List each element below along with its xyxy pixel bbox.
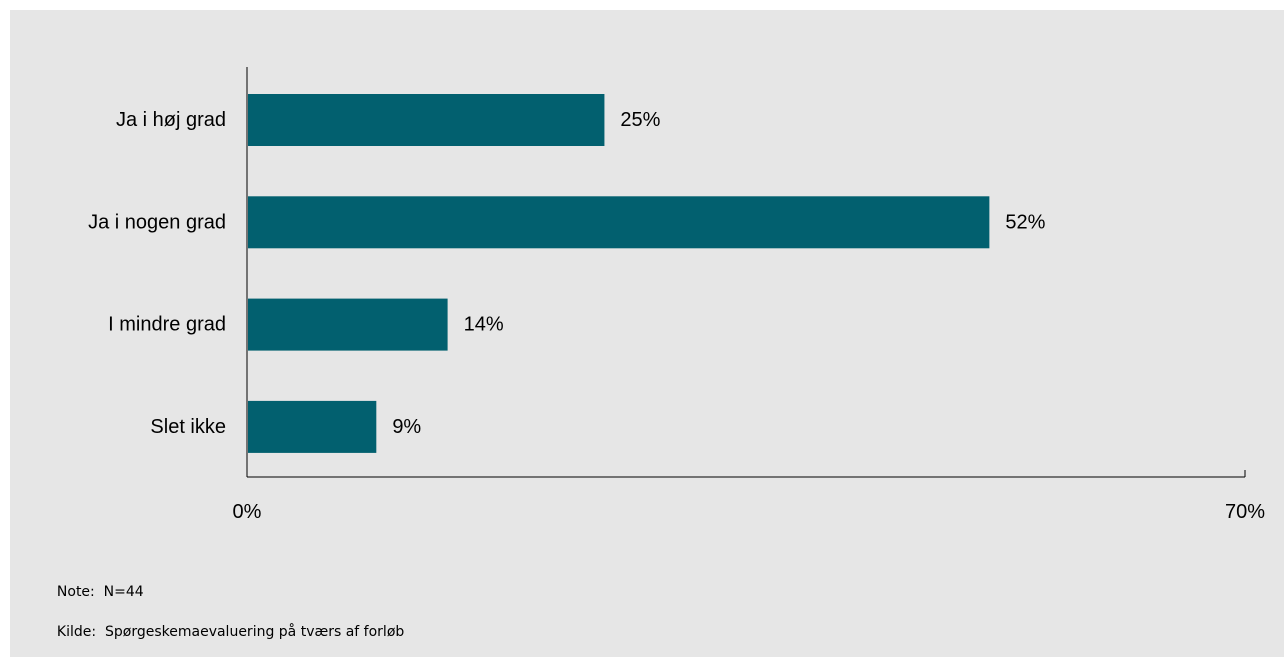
- bar-ja-i-nogen-grad: [248, 196, 990, 249]
- data-label: 25%: [620, 109, 660, 131]
- category-label: I mindre grad: [108, 314, 226, 336]
- source-key: Kilde:: [56, 624, 97, 640]
- category-label: Ja i høj grad: [116, 109, 226, 131]
- note-value: N=44: [103, 584, 144, 600]
- bar-i-mindre-grad: [248, 298, 448, 351]
- data-label: 9%: [392, 416, 421, 438]
- category-label: Slet ikke: [150, 416, 226, 438]
- data-label: 52%: [1005, 211, 1045, 233]
- note-line: Note: N=44: [48, 568, 144, 600]
- note-key: Note:: [56, 584, 95, 600]
- bar-ja-i-h-j-grad: [248, 94, 605, 146]
- data-label: 14%: [464, 314, 504, 336]
- bars-layer: [248, 94, 990, 453]
- x-tick-label: 0%: [233, 501, 262, 523]
- bar-slet-ikke: [248, 400, 377, 453]
- chart-panel: [10, 10, 1284, 657]
- category-label: Ja i nogen grad: [88, 211, 226, 233]
- x-tick-label: 70%: [1225, 501, 1265, 523]
- source-value: Spørgeskemaevaluering på tværs af forløb: [105, 624, 405, 640]
- labels-layer: Ja i høj grad 25% Ja i nogen grad 52% I mind…: [88, 109, 1046, 438]
- source-line: Kilde: Spørgeskemaevaluering på tværs af…: [48, 608, 404, 640]
- axis-layer: 0% 70%: [233, 67, 1265, 523]
